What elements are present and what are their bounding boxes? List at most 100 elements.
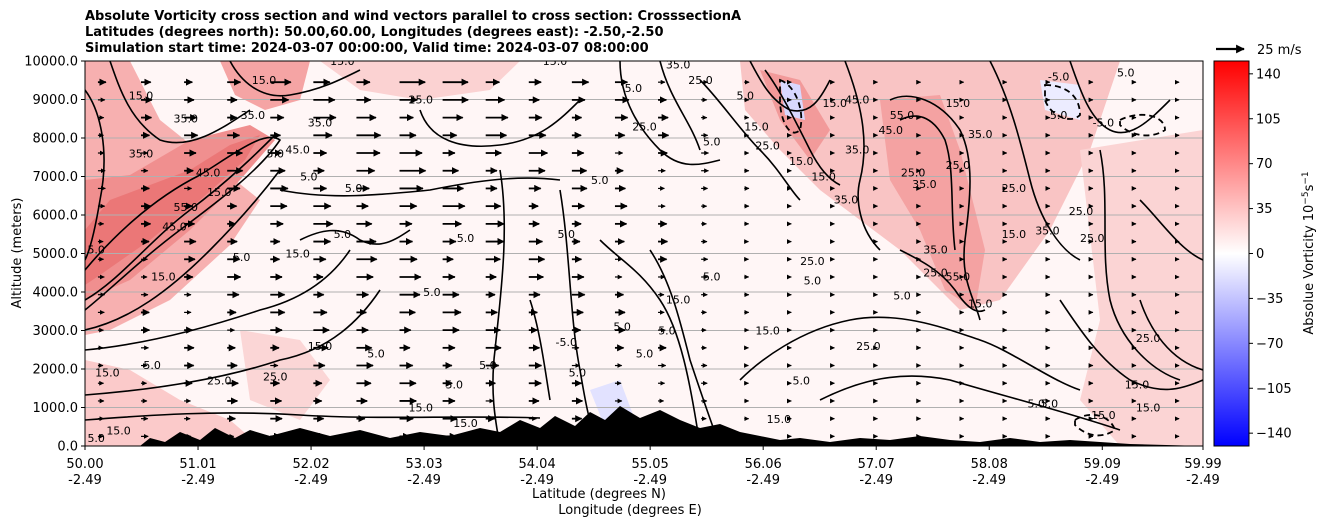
contour-label: 15.0 (968, 297, 993, 310)
contour-label: 25.0 (946, 159, 971, 172)
contour-label: 5.0 (557, 228, 575, 241)
contour-label: 35.0 (923, 244, 948, 257)
colorbar-tick-label: 35 (1256, 202, 1273, 217)
contour-label: 5.0 (1028, 398, 1046, 411)
x-tick-label-lon: -2.49 (633, 473, 667, 488)
contour-line (739, 316, 1081, 391)
negative-contour-line (1074, 413, 1117, 437)
contour-label: 25.0 (923, 267, 948, 280)
contour-label: 5.0 (591, 174, 609, 187)
wind-vectors (97, 78, 1180, 440)
contour-line (819, 375, 1121, 431)
contour-label: 35.0 (666, 59, 691, 72)
contour-label: 5.0 (703, 270, 721, 283)
contour-label: 5.0 (804, 274, 822, 287)
x-tick-label-lon: -2.49 (859, 473, 893, 488)
contour-line (85, 169, 281, 331)
contour-label: 25.0 (856, 340, 881, 353)
contour-label: 15.0 (95, 367, 120, 380)
vorticity-fill-layer (85, 61, 1203, 446)
contour-label: -5.0 (1037, 398, 1058, 411)
x-tick-label-lon: -2.49 (294, 473, 328, 488)
contour-label: 5.0 (457, 232, 475, 245)
contour-label: 5.0 (658, 324, 676, 337)
contour-label: 15.0 (666, 294, 691, 307)
contour-label: 15.0 (285, 247, 310, 260)
contour-label: 15.0 (543, 55, 568, 68)
contour-label: 5.0 (1117, 66, 1135, 79)
contour-label: 5.0 (87, 432, 105, 445)
contour-line (85, 134, 276, 301)
contour-label: 45.0 (162, 220, 187, 233)
contour-label: 25.0 (207, 374, 232, 387)
x-axis-label-longitude: Longitude (degrees E) (558, 503, 702, 518)
contour-label: 35.0 (912, 178, 937, 191)
contour-label: 15.0 (308, 340, 333, 353)
contour-label: 15.0 (330, 55, 355, 68)
contour-label: 25.0 (688, 74, 713, 87)
colorbar-tick-label: 0 (1256, 247, 1264, 262)
contour-label: -5.0 (1048, 70, 1069, 83)
x-tick-label-lon: -2.49 (520, 473, 554, 488)
colorbar-label: Absolue Vorticity 10−5s−1 (1301, 171, 1317, 334)
contour-label: 35.0 (308, 116, 333, 129)
y-tick-label: 2000.0 (33, 363, 79, 378)
contour-line (85, 289, 381, 396)
contour-label: 15.0 (151, 270, 176, 283)
vorticity-fill-region (880, 95, 985, 310)
x-tick-label-lat: 59.99 (1184, 457, 1221, 472)
x-tick-label-lon: -2.49 (746, 473, 780, 488)
contour-label: 5.0 (345, 182, 363, 195)
contour-label: 25.0 (1080, 232, 1105, 245)
contour-label: 25.0 (1002, 182, 1027, 195)
contour-label: 15.0 (823, 97, 848, 110)
chart-title: Absolute Vorticity cross section and win… (85, 9, 741, 57)
contour-label: 5.0 (613, 321, 631, 334)
vorticity-fill-region (1080, 130, 1203, 446)
contour-label: 25.0 (800, 255, 825, 268)
contour-label: 5.0 (300, 170, 318, 183)
contour-label: 5.0 (446, 378, 464, 391)
y-tick-label: 10000.0 (24, 55, 78, 70)
x-tick-label-lon: -2.49 (407, 473, 441, 488)
contour-label: 45.0 (285, 143, 310, 156)
contour-line (989, 61, 1081, 261)
colorbar-tick-label: −70 (1256, 337, 1283, 352)
vorticity-fill-region (85, 360, 260, 446)
contour-label: 5.0 (143, 359, 161, 372)
contour-label: 45.0 (879, 124, 904, 137)
contour-label: 5.0 (703, 136, 721, 149)
contour-line (1139, 299, 1203, 371)
contour-line (1099, 149, 1181, 381)
contour-label: 15.0 (811, 170, 836, 183)
contour-label: 35.0 (1035, 224, 1060, 237)
contour-label: 5.0 (423, 286, 441, 299)
contour-line (619, 61, 721, 166)
y-tick-label: 0.0 (57, 440, 78, 455)
contour-label: 15.0 (744, 120, 769, 133)
contour-line (659, 61, 701, 151)
x-axis: 50.00-2.4951.01-2.4952.02-2.4953.03-2.49… (66, 446, 1222, 488)
y-tick-label: 9000.0 (33, 93, 79, 108)
title-line-1: Absolute Vorticity cross section and win… (85, 9, 742, 24)
contour-label: 15.0 (207, 186, 232, 199)
negative-contour-line (1044, 84, 1081, 120)
contour-label: 35.0 (173, 113, 198, 126)
y-tick-label: 1000.0 (33, 401, 79, 416)
negative-contour-line (1119, 113, 1166, 137)
x-tick-label-lon: -2.49 (181, 473, 215, 488)
contour-label: 15.0 (755, 324, 780, 337)
contour-label: -5.0 (1093, 116, 1114, 129)
x-tick-label-lon: -2.49 (972, 473, 1006, 488)
contour-label: 5.0 (737, 90, 755, 103)
contour-label: 5.0 (893, 290, 911, 303)
x-tick-label-lon: -2.49 (1085, 473, 1119, 488)
title-line-3: Simulation start time: 2024-03-07 00:00:… (85, 41, 649, 56)
contour-line (844, 61, 881, 251)
contour-label: 5.0 (334, 228, 352, 241)
contour-label: 45.0 (196, 167, 221, 180)
contour-label: 35.0 (968, 128, 993, 141)
contour-label: 25.0 (263, 371, 288, 384)
contour-line (279, 177, 561, 197)
